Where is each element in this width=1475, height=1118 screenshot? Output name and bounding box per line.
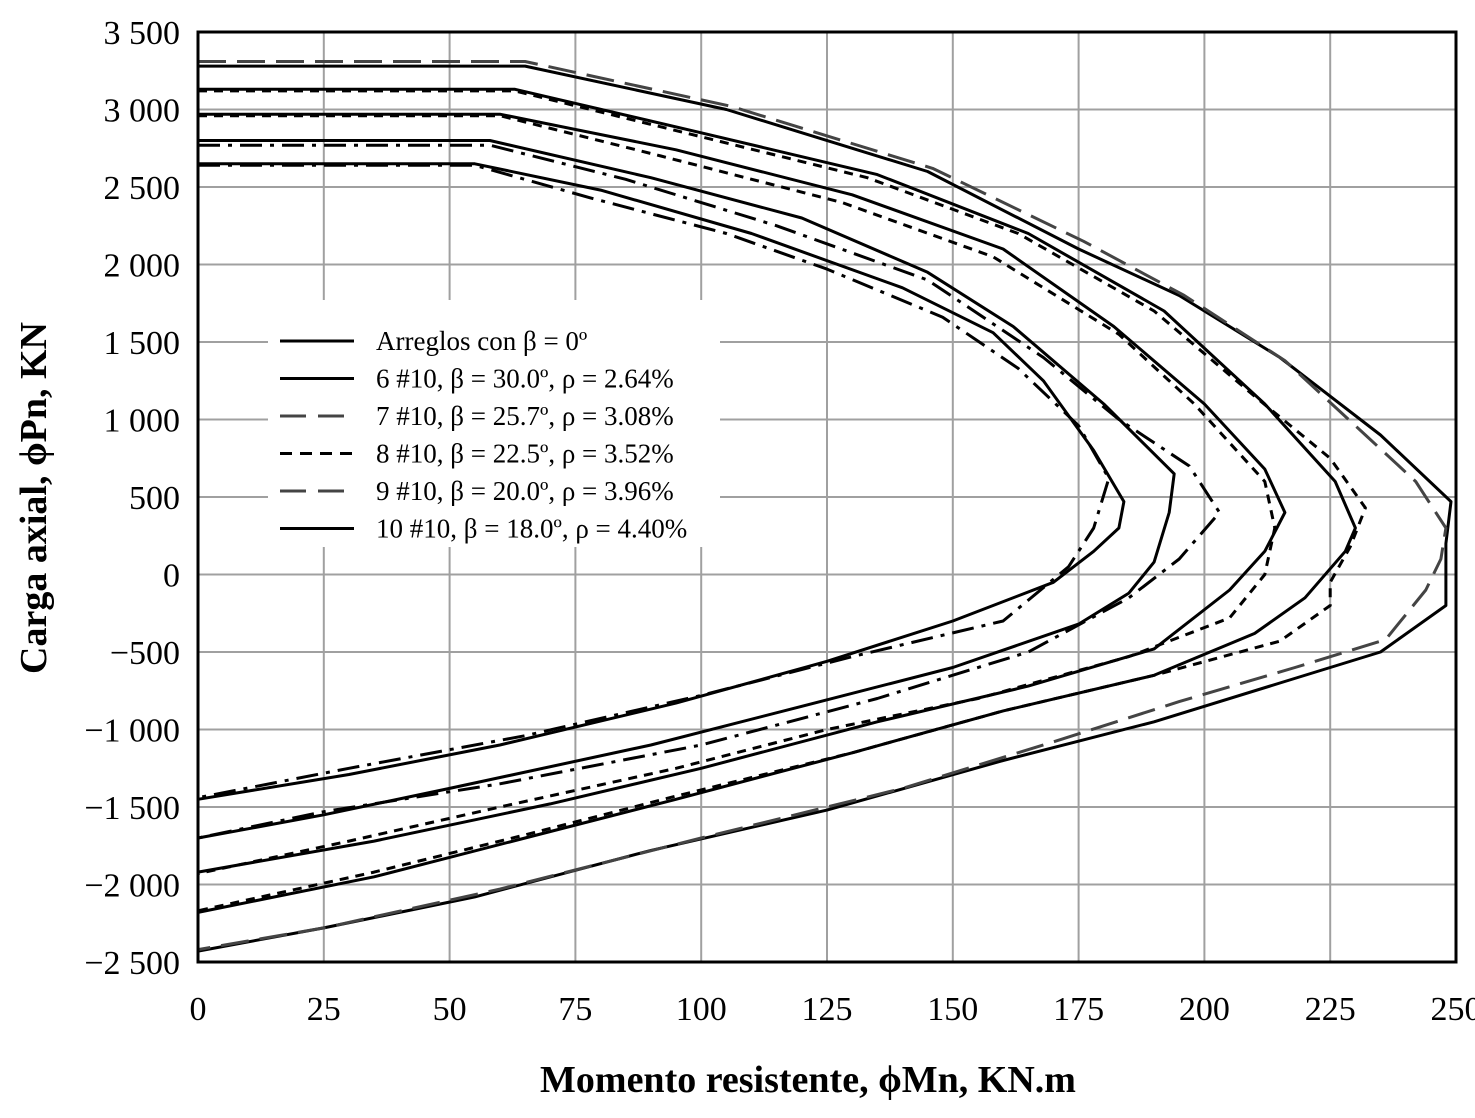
y-tick-label: −2 500 [84,945,180,982]
legend-label: 8 #10, β = 22.5º, ρ = 3.52% [376,439,674,469]
series-curve-10 [197,60,1448,952]
x-tick-label: 225 [1305,991,1356,1028]
y-tick-label: 500 [129,480,180,517]
y-tick-label: 0 [163,558,180,595]
chart-legend: Arreglos con β = 0º 6 #10, β = 30.0º, ρ =… [268,300,720,547]
x-tick-label: 25 [307,991,341,1028]
y-axis-ticks: 3 500 3 000 2 500 2 000 1 500 1 000 500 0 −500 −1… [84,15,180,982]
x-tick-label: 75 [558,991,592,1028]
y-tick-label: 2 000 [104,248,181,285]
series-curve-8 [197,89,1367,913]
series-curve-2 [197,163,1111,800]
x-tick-label: 0 [190,991,207,1028]
y-tick-label: −500 [110,635,180,672]
x-tick-label: 125 [802,991,853,1028]
x-tick-label: 50 [433,991,467,1028]
y-tick-label: 3 000 [104,93,181,130]
y-tick-label: 1 000 [104,403,181,440]
y-axis-title: Carga axial, ϕPn, KN [13,322,55,674]
y-tick-label: −1 500 [84,790,180,827]
x-tick-label: 100 [676,991,727,1028]
legend-label: 9 #10, β = 20.0º, ρ = 3.96% [376,476,674,506]
y-tick-label: −1 000 [84,713,180,750]
series-curve-4 [197,143,1221,840]
plot-frame [196,30,1458,964]
y-tick-label: 2 500 [104,170,181,207]
series-curve-1 [197,162,1126,801]
chart-grid [198,32,1456,962]
y-tick-label: 1 500 [104,325,181,362]
x-tick-label: 175 [1053,991,1104,1028]
legend-label: 6 #10, β = 30.0º, ρ = 2.64% [376,364,674,394]
legend-label: Arreglos con β = 0º [376,326,587,356]
x-axis-title: Momento resistente, ϕMn, KN.m [540,1059,1076,1101]
chart-series [197,60,1453,953]
y-tick-label: 3 500 [104,15,181,52]
series-curve-3 [197,139,1176,840]
legend-label: 10 #10, β = 18.0º, ρ = 4.40% [376,514,687,544]
series-curve-6 [197,114,1277,876]
x-tick-label: 200 [1179,991,1230,1028]
legend-label: 7 #10, β = 25.7º, ρ = 3.08% [376,401,674,431]
x-axis-ticks: 0 25 50 75 100 125 150 175 200 225 250 [190,991,1475,1028]
x-tick-label: 250 [1431,991,1475,1028]
series-curve-7 [197,87,1357,914]
y-tick-label: −2 000 [84,868,180,905]
x-tick-label: 150 [927,991,978,1028]
